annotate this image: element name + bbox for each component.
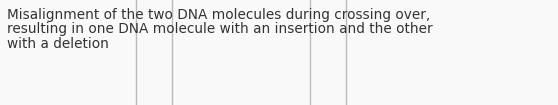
Text: Misalignment of the two DNA molecules during crossing over,: Misalignment of the two DNA molecules du… — [7, 8, 430, 22]
Text: resulting in one DNA molecule with an insertion and the other: resulting in one DNA molecule with an in… — [7, 22, 432, 37]
Text: with a deletion: with a deletion — [7, 37, 109, 51]
